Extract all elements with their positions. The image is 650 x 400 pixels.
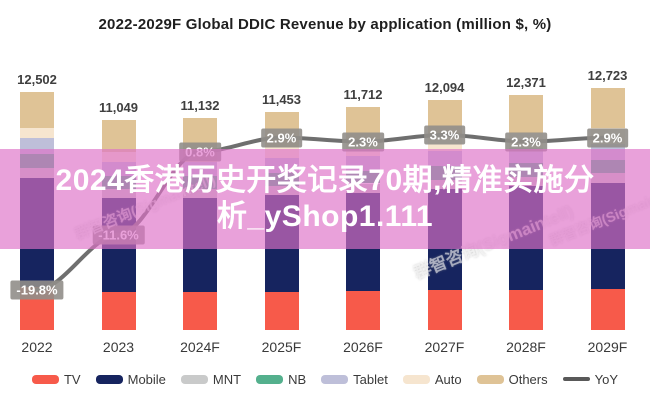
- legend-item-mnt: MNT: [180, 371, 242, 387]
- yoy-value-label-2029f: 2.9%: [586, 128, 629, 148]
- bar-segment-tv-2028f: [509, 289, 543, 330]
- total-label-2025f: 11,453: [261, 92, 302, 108]
- x-axis-label-2025f: 2025F: [261, 339, 302, 355]
- bar-segment-tv-2025f: [264, 291, 299, 330]
- legend-item-tablet: Tablet: [321, 372, 388, 387]
- bar-segment-tv-2026f: [346, 291, 380, 330]
- legend-swatch-nb: [256, 374, 284, 384]
- legend-swatch-tv: [31, 374, 59, 384]
- total-label-2022: 12,502: [17, 72, 57, 88]
- bar-segment-tv-2029f: [590, 288, 625, 330]
- total-label-2027f: 12,094: [424, 80, 465, 96]
- chart-legend: TV Mobile MNT NB Tablet Auto Others YoY: [0, 368, 650, 390]
- legend-label-nb: NB: [288, 371, 307, 387]
- yoy-value-label-2027f: 3.3%: [423, 125, 466, 145]
- total-label-2026f: 11,712: [343, 87, 383, 103]
- legend-label-yoy: YoY: [594, 371, 618, 387]
- legend-item-nb: NB: [256, 372, 306, 387]
- legend-label-mobile: Mobile: [127, 371, 166, 387]
- legend-label-others: Others: [508, 371, 548, 387]
- legend-label-tv: TV: [63, 371, 81, 387]
- total-label-2024f: 11,132: [180, 98, 220, 114]
- legend-swatch-yoy: [562, 377, 590, 381]
- legend-swatch-others: [476, 374, 504, 384]
- legend-label-tablet: Tablet: [353, 371, 388, 387]
- bar-segment-auto-2022: [20, 127, 54, 138]
- legend-swatch-mobile: [95, 374, 123, 384]
- bar-segment-others-2022: [20, 92, 54, 128]
- yoy-value-label-2022: -19.8%: [10, 280, 64, 300]
- x-axis-label-2026f: 2026F: [343, 339, 383, 355]
- bar-segment-tv-2023: [101, 292, 136, 330]
- banner-text-line-1: 2024香港历史开奖记录70期,精准实施分: [55, 164, 595, 197]
- legend-swatch-auto: [402, 374, 430, 384]
- legend-item-mobile: Mobile: [95, 371, 166, 387]
- legend-swatch-tablet: [321, 374, 349, 384]
- yoy-value-label-2026f: 2.3%: [342, 132, 384, 152]
- banner-text-line-2: 析_yShop1.111: [216, 200, 434, 233]
- bar-segment-others-2028f: [509, 94, 543, 133]
- total-label-2028f: 12,371: [506, 74, 546, 90]
- total-label-2029f: 12,723: [587, 68, 628, 84]
- bar-segment-others-2023: [101, 120, 136, 152]
- bar-segment-tv-2027f: [427, 290, 462, 330]
- legend-swatch-mnt: [180, 374, 208, 384]
- legend-label-mnt: MNT: [212, 371, 242, 387]
- legend-item-tv: TV: [31, 371, 81, 387]
- legend-item-others: Others: [476, 371, 548, 387]
- legend-label-auto: Auto: [434, 371, 462, 387]
- legend-item-auto: Auto: [402, 371, 462, 387]
- chart-title: 2022-2029F Global DDIC Revenue by applic…: [98, 16, 552, 33]
- x-axis-label-2028f: 2028F: [506, 339, 546, 355]
- overlay-banner: 2024香港历史开奖记录70期,精准实施分 析_yShop1.111: [0, 149, 650, 249]
- x-axis-label-2023: 2023: [102, 339, 135, 355]
- x-axis-label-2027f: 2027F: [424, 339, 465, 355]
- bar-segment-others-2029f: [590, 88, 625, 128]
- total-label-2023: 11,049: [98, 100, 139, 116]
- x-axis-label-2029f: 2029F: [587, 339, 628, 355]
- yoy-value-label-2028f: 2.3%: [505, 132, 547, 152]
- x-axis-label-2022: 2022: [21, 339, 53, 355]
- bar-segment-tv-2024f: [183, 292, 217, 330]
- legend-item-yoy: YoY: [562, 371, 618, 387]
- yoy-value-label-2025f: 2.9%: [260, 128, 303, 148]
- x-axis-label-2024f: 2024F: [180, 339, 220, 355]
